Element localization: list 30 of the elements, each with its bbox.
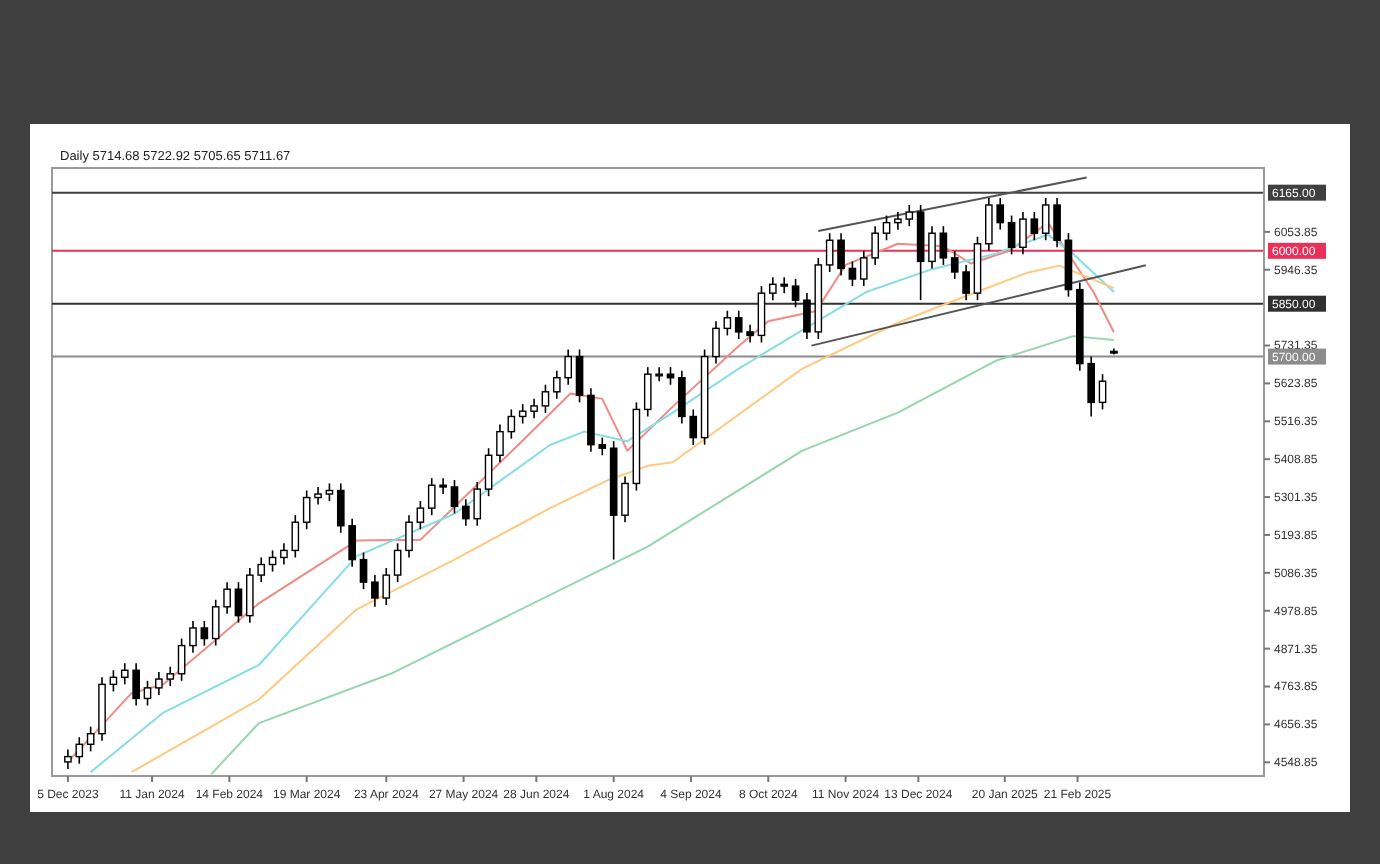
candlestick xyxy=(507,408,516,440)
candlestick xyxy=(496,423,504,464)
candlestick xyxy=(1030,211,1039,242)
candlestick xyxy=(541,383,550,414)
candlestick xyxy=(939,225,948,266)
candlestick xyxy=(575,348,584,404)
candlestick xyxy=(234,581,243,624)
candlestick xyxy=(200,620,209,647)
candlestick xyxy=(416,500,425,531)
candlestick xyxy=(1098,373,1107,411)
line-series xyxy=(210,335,1115,776)
candlestick xyxy=(450,479,459,515)
candlestick xyxy=(86,725,95,753)
candlestick xyxy=(928,225,936,270)
candlestick xyxy=(1019,211,1027,256)
candlestick xyxy=(177,637,186,682)
candlestick xyxy=(405,514,413,559)
candlestick xyxy=(393,542,402,583)
candlestick xyxy=(359,551,368,590)
candlestick xyxy=(484,447,493,497)
candlestick xyxy=(723,309,732,337)
candlestick xyxy=(143,680,152,707)
candlestick xyxy=(1007,214,1016,256)
candlestick xyxy=(791,278,800,309)
candlestick xyxy=(848,260,857,287)
candlestick xyxy=(882,214,891,242)
candlestick xyxy=(757,285,766,344)
candlestick xyxy=(712,320,720,365)
candlestick xyxy=(621,475,629,524)
candlestick xyxy=(189,620,197,654)
